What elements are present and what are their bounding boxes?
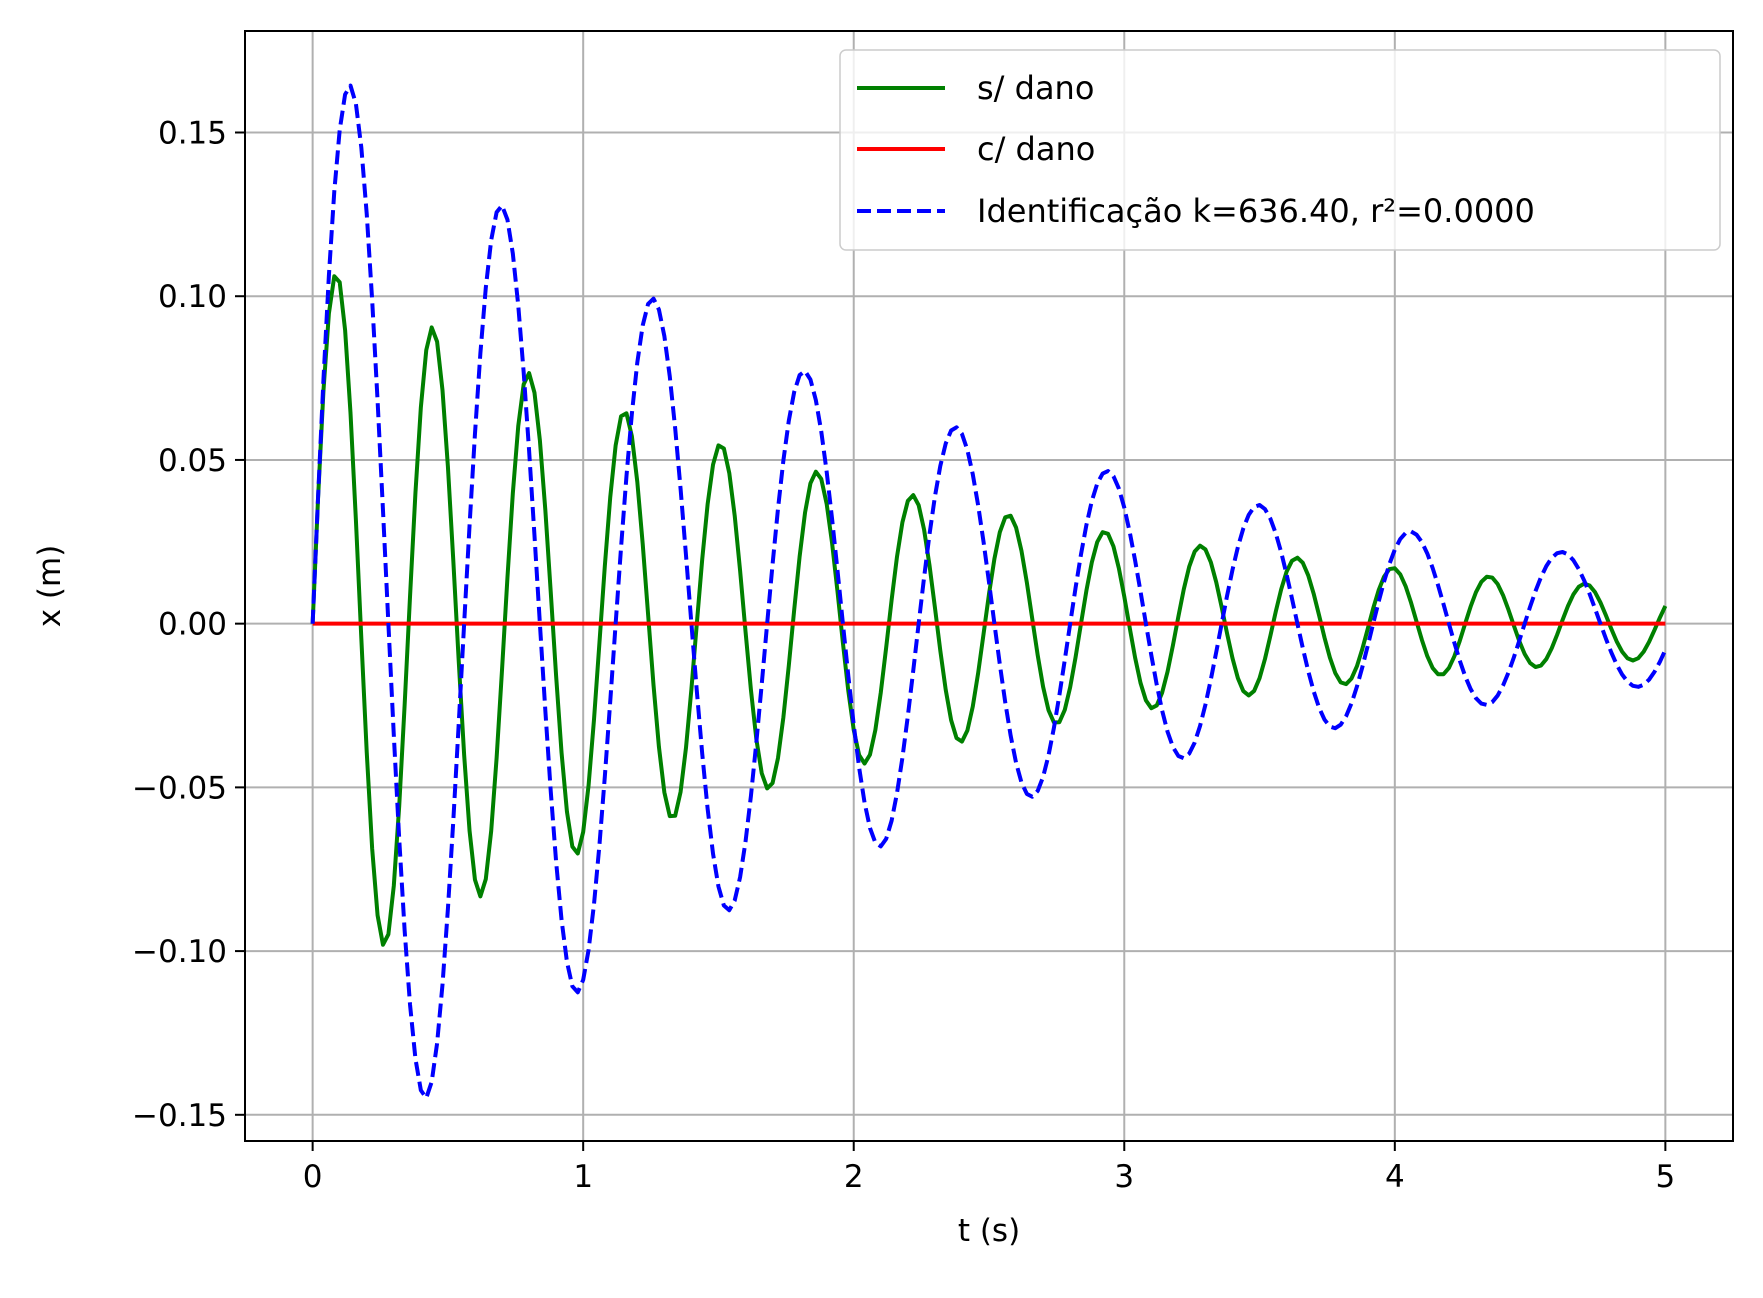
legend-label-c-dano: c/ dano xyxy=(977,130,1095,168)
y-tick-label: 0.10 xyxy=(158,279,227,315)
x-axis-ticks: 0 1 2 3 4 5 xyxy=(303,1141,1675,1195)
x-tick-label: 0 xyxy=(303,1159,323,1195)
y-tick-label: 0.15 xyxy=(158,116,227,152)
plot-lines xyxy=(310,83,1668,1100)
x-tick-label: 3 xyxy=(1114,1159,1134,1195)
y-tick-label: −0.15 xyxy=(132,1098,227,1134)
x-tick-label: 2 xyxy=(844,1159,864,1195)
x-tick-label: 5 xyxy=(1655,1159,1675,1195)
legend: s/ dano c/ dano Identificação k=636.40, … xyxy=(839,49,1721,251)
x-tick-label: 4 xyxy=(1385,1159,1405,1195)
x-tick-label: 1 xyxy=(573,1159,593,1195)
y-tick-label: 0.00 xyxy=(158,607,227,643)
legend-box xyxy=(839,49,1721,251)
legend-label-s-dano: s/ dano xyxy=(977,69,1094,107)
y-tick-label: −0.10 xyxy=(132,934,227,970)
y-tick-label: 0.05 xyxy=(158,443,227,479)
legend-label-identificacao: Identificação k=636.40, r²=0.0000 xyxy=(977,192,1535,230)
y-axis-ticks: −0.15 −0.10 −0.05 0.00 0.05 0.10 0.15 xyxy=(132,116,245,1134)
series-line-2 xyxy=(310,83,1668,1100)
axes-frame xyxy=(244,30,1734,1142)
y-axis-label: x (m) xyxy=(32,545,68,628)
y-tick-label: −0.05 xyxy=(132,770,227,806)
x-axis-label: t (s) xyxy=(958,1213,1020,1249)
